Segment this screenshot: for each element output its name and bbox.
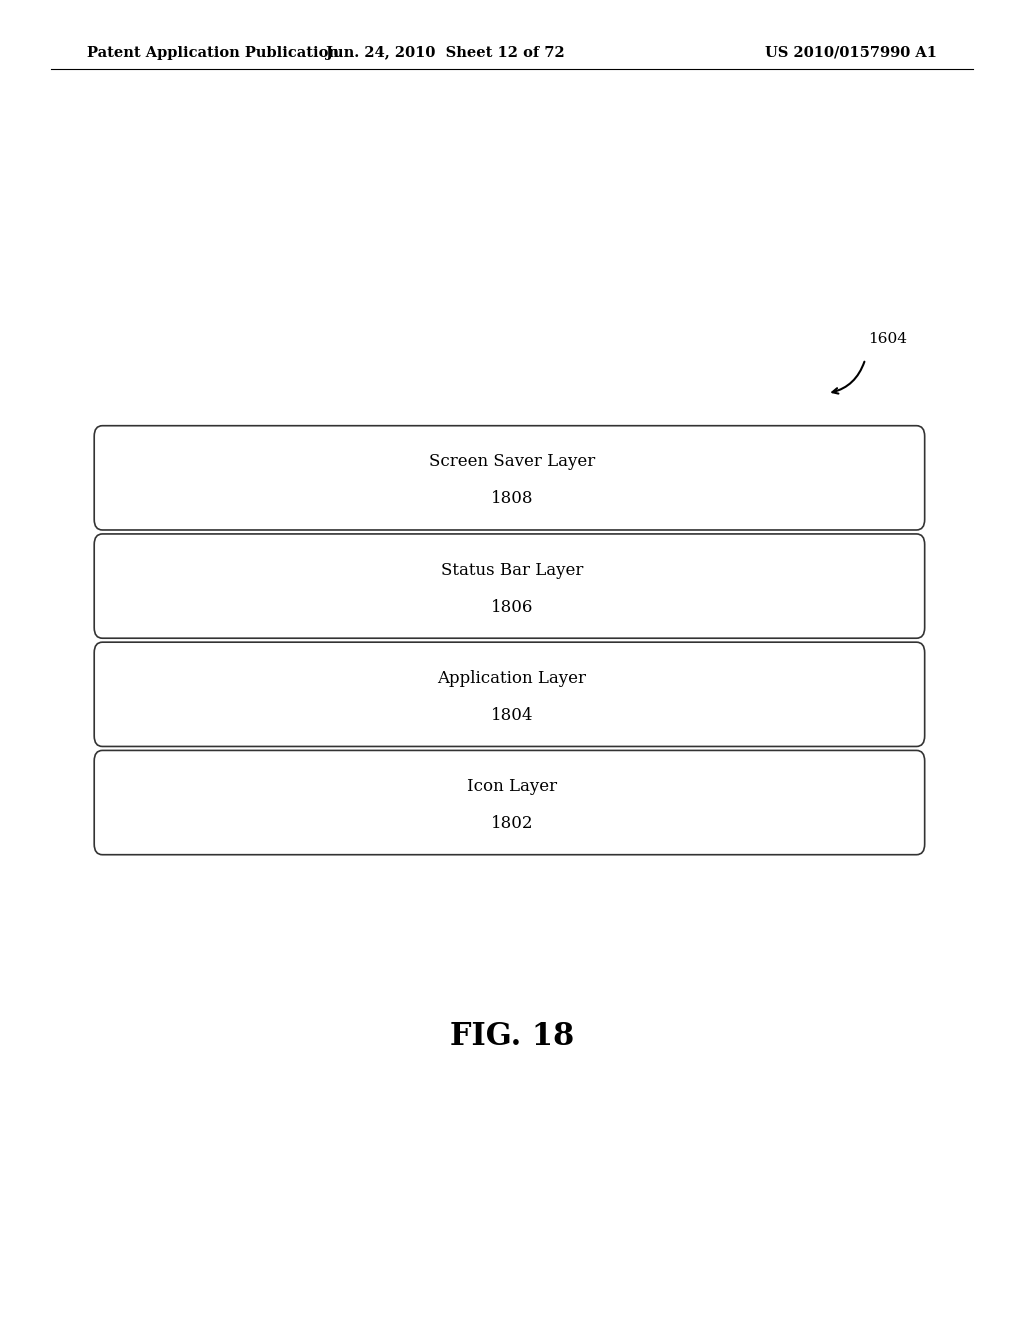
Text: 1808: 1808 — [490, 491, 534, 507]
Text: Screen Saver Layer: Screen Saver Layer — [429, 454, 595, 470]
Text: Jun. 24, 2010  Sheet 12 of 72: Jun. 24, 2010 Sheet 12 of 72 — [326, 46, 565, 59]
Text: Status Bar Layer: Status Bar Layer — [440, 562, 584, 578]
FancyBboxPatch shape — [94, 750, 925, 855]
Text: 1802: 1802 — [490, 816, 534, 832]
Text: 1604: 1604 — [868, 331, 907, 346]
FancyBboxPatch shape — [94, 425, 925, 529]
Text: 1804: 1804 — [490, 708, 534, 723]
Text: Application Layer: Application Layer — [437, 671, 587, 686]
Text: US 2010/0157990 A1: US 2010/0157990 A1 — [765, 46, 937, 59]
Text: Icon Layer: Icon Layer — [467, 779, 557, 795]
FancyBboxPatch shape — [94, 643, 925, 747]
Text: FIG. 18: FIG. 18 — [450, 1020, 574, 1052]
Text: Patent Application Publication: Patent Application Publication — [87, 46, 339, 59]
Text: 1806: 1806 — [490, 599, 534, 615]
FancyBboxPatch shape — [94, 533, 925, 638]
